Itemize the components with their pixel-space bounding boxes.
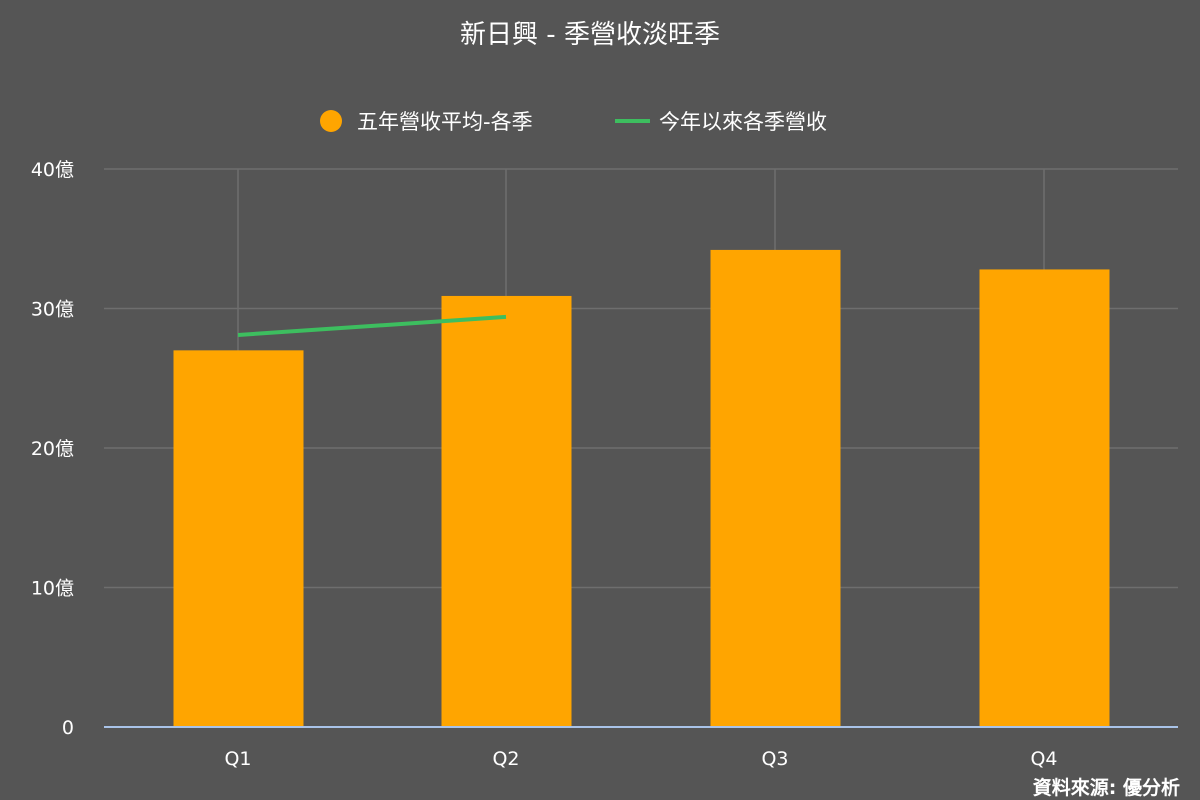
chart-legend: 五年營收平均-各季 今年以來各季營收	[320, 110, 827, 134]
x-axis-tick-label: Q2	[492, 748, 519, 770]
y-axis-tick-label: 20億	[31, 438, 74, 460]
bar-q2	[441, 295, 572, 727]
label-layer: 0 10億 20億 30億 40億 Q1 Q2 Q3 Q4	[31, 159, 1058, 770]
source-label: 資料來源: 優分析	[1033, 776, 1180, 799]
y-axis-tick-label: 0	[62, 717, 74, 739]
bar-q1	[173, 350, 304, 727]
bar-layer	[173, 249, 1110, 727]
y-axis-tick-label: 40億	[31, 159, 74, 181]
bar-q3	[710, 249, 841, 727]
legend-label-current-year-revenue: 今年以來各季營收	[659, 110, 827, 134]
y-axis-tick-label: 30億	[31, 299, 74, 321]
x-axis-tick-label: Q1	[224, 748, 251, 770]
y-axis-tick-label: 10億	[31, 578, 74, 600]
legend-label-five-year-average: 五年營收平均-各季	[357, 110, 533, 134]
current-year-revenue-line	[237, 314, 507, 338]
x-axis-tick-label: Q4	[1030, 748, 1057, 770]
x-axis-tick-label: Q3	[761, 748, 788, 770]
bar-q4	[979, 269, 1110, 727]
line-layer	[237, 314, 507, 338]
chart-title: 新日興 - 季營收淡旺季	[460, 20, 720, 50]
legend-marker-five-year-average	[320, 110, 342, 132]
